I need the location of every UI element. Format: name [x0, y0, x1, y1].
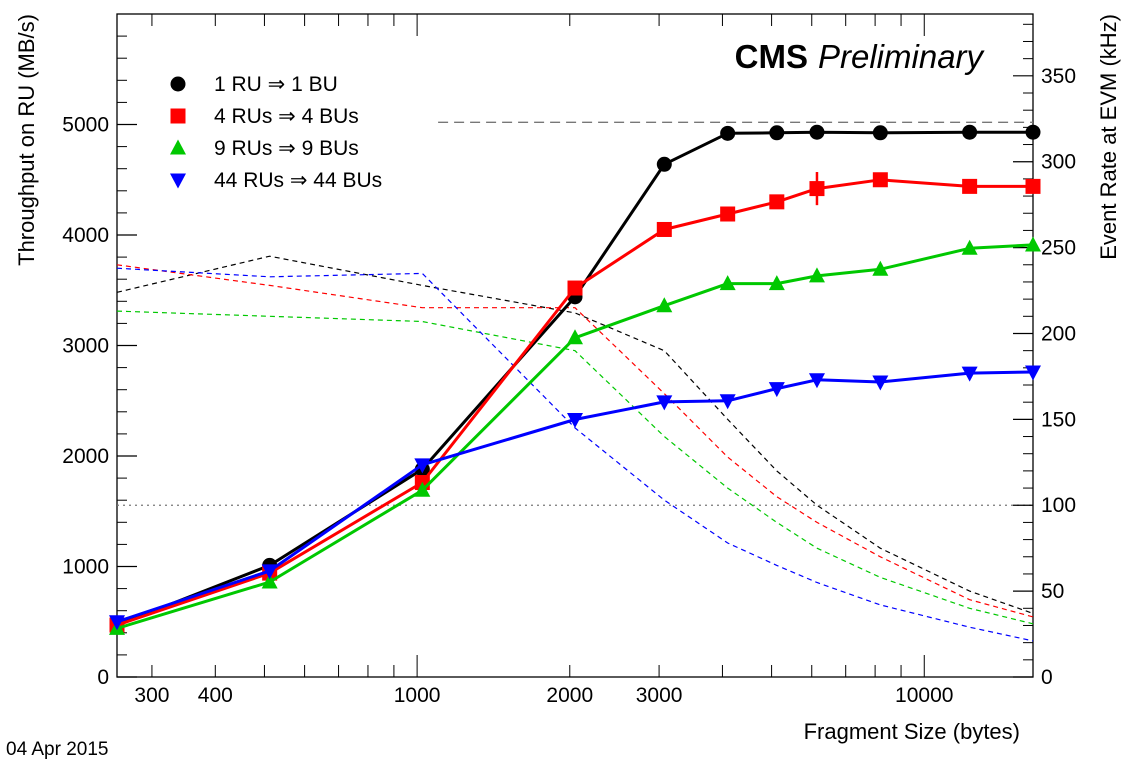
- data-point-series-2: [656, 221, 672, 237]
- y-tick-label: 0: [97, 666, 109, 689]
- data-point-series-3: [719, 275, 736, 291]
- rate-line-series-4: [116, 267, 1034, 642]
- data-point-series-1: [656, 156, 672, 172]
- x-tick-label: 2000: [546, 684, 593, 707]
- data-point-series-1: [962, 124, 978, 140]
- throughput-line-series-4: [116, 370, 1034, 624]
- y-right-tick-label: 250: [1041, 237, 1076, 260]
- date-label: 04 Apr 2015: [6, 739, 108, 760]
- legend-marker: [170, 76, 186, 92]
- y-right-tick-label: 0: [1041, 666, 1053, 689]
- legend-marker: [170, 139, 186, 155]
- rate-line-series-2: [116, 264, 1034, 618]
- data-point-series-4: [261, 564, 278, 580]
- data-point-series-1: [1025, 124, 1041, 140]
- data-point-series-4: [567, 413, 583, 429]
- x-tick-label: 400: [198, 684, 233, 707]
- x-tick-label: 10000: [895, 684, 953, 707]
- data-point-series-1: [720, 125, 736, 141]
- y-right-axis-title: Event Rate at EVM (kHz): [1096, 14, 1121, 260]
- title-preliminary: Preliminary: [818, 38, 986, 75]
- legend-label: 44 RUs ⇒ 44 BUs: [214, 169, 382, 192]
- y-tick-label: 3000: [62, 335, 109, 358]
- data-point-series-3: [768, 275, 785, 291]
- data-point-series-3: [656, 297, 673, 313]
- legend-label: 4 RUs ⇒ 4 BUs: [214, 105, 359, 128]
- y-axis-title: Throughput on RU (MB/s): [14, 14, 39, 266]
- data-point-series-1: [809, 124, 825, 140]
- y-tick-label: 5000: [62, 114, 109, 137]
- data-point-series-4: [1025, 365, 1041, 381]
- data-point-series-3: [261, 573, 278, 589]
- data-point-series-1: [872, 125, 888, 141]
- data-point-series-3: [567, 329, 583, 345]
- data-point-series-3: [1025, 236, 1041, 252]
- data-point-series-2: [720, 206, 736, 222]
- x-axis-title: Fragment Size (bytes): [804, 719, 1020, 744]
- data-point-series-4: [808, 373, 825, 389]
- data-point-series-3: [414, 481, 431, 497]
- data-point-series-4: [961, 366, 978, 382]
- data-point-series-1: [769, 125, 785, 141]
- data-point-series-4: [768, 382, 785, 398]
- rate-line-series-1: [116, 255, 1034, 614]
- throughput-line-series-2: [116, 178, 1033, 627]
- data-point-series-4: [414, 458, 431, 474]
- y-tick-label: 2000: [62, 445, 109, 468]
- y-right-tick-label: 150: [1041, 408, 1076, 431]
- legend-marker: [170, 108, 186, 124]
- data-point-series-4: [719, 394, 736, 410]
- x-tick-label: 1000: [394, 684, 441, 707]
- y-right-tick-label: 100: [1041, 494, 1076, 517]
- data-point-series-2: [1025, 178, 1041, 194]
- legend-label: 1 RU ⇒ 1 BU: [214, 73, 338, 96]
- rate-line-series-3: [116, 310, 1034, 625]
- data-point-series-4: [656, 395, 673, 411]
- y-right-tick-label: 300: [1041, 151, 1076, 174]
- data-point-series-4: [109, 615, 125, 631]
- data-point-series-3: [872, 260, 889, 276]
- data-point-series-2: [872, 172, 888, 188]
- data-point-series-2: [962, 178, 978, 194]
- y-right-tick-label: 50: [1041, 580, 1064, 603]
- data-point-series-2: [809, 181, 825, 197]
- data-point-series-2: [769, 194, 785, 210]
- x-tick-label: 300: [134, 684, 169, 707]
- y-right-tick-label: 200: [1041, 322, 1076, 345]
- data-point-series-3: [808, 267, 825, 283]
- data-point-series-3: [961, 239, 978, 255]
- y-right-tick-label: 350: [1041, 65, 1076, 88]
- data-point-series-2: [567, 280, 583, 296]
- x-tick-label: 3000: [636, 684, 683, 707]
- legend-label: 9 RUs ⇒ 9 BUs: [214, 137, 359, 160]
- throughput-line-series-1: [116, 130, 1033, 627]
- legend-marker: [170, 173, 186, 189]
- data-point-series-4: [872, 375, 889, 391]
- title-cms: CMS: [735, 38, 808, 75]
- y-tick-label: 1000: [62, 556, 109, 579]
- y-tick-label: 4000: [62, 224, 109, 247]
